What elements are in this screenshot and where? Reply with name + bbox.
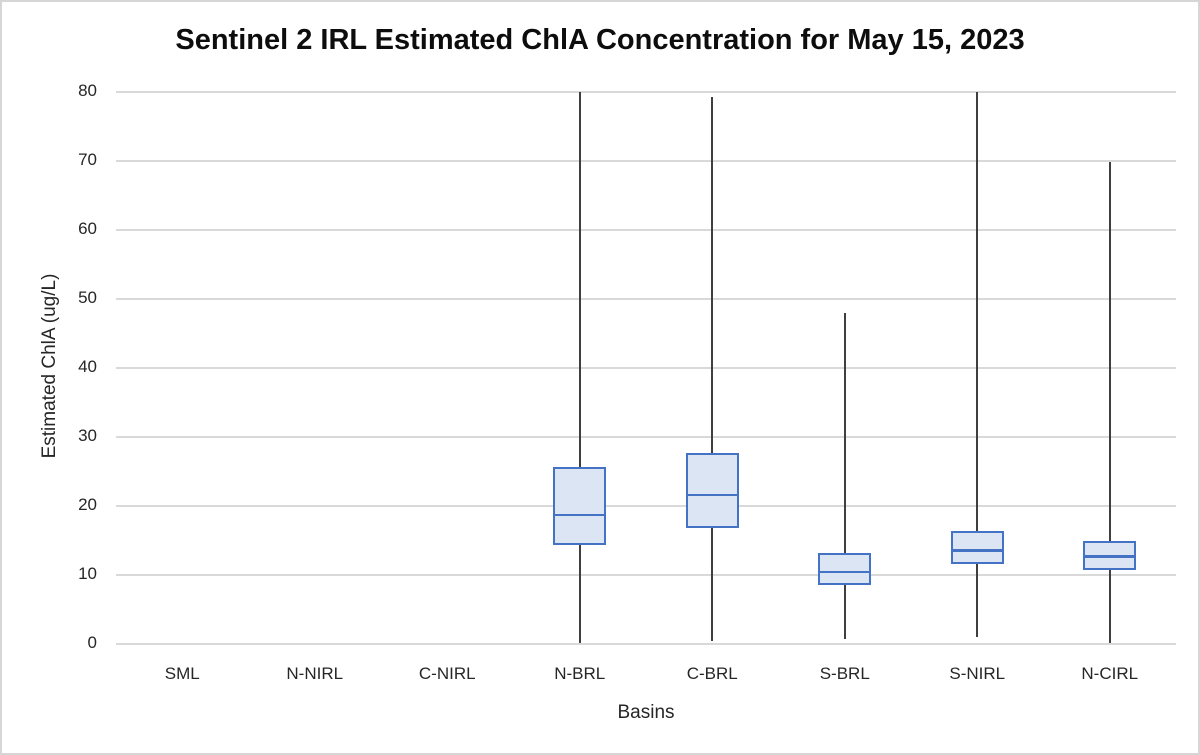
median-line (950, 549, 1004, 552)
x-tick-label: N-BRL (554, 664, 606, 683)
gridline (116, 91, 1176, 93)
x-tick-label: S-BRL (819, 664, 870, 683)
x-tick-label: N-NIRL (286, 664, 344, 683)
whisker-line (976, 92, 979, 638)
box (553, 467, 607, 546)
box (818, 552, 872, 586)
gridline (116, 505, 1176, 507)
x-tick-label: N-CIRL (1081, 664, 1139, 683)
gridline (116, 367, 1176, 369)
y-tick-label: 70 (78, 150, 97, 169)
whisker-line (578, 92, 581, 643)
gridline (116, 574, 1176, 576)
gridline (116, 643, 1176, 645)
gridline (116, 298, 1176, 300)
y-tick-label: 10 (78, 564, 97, 583)
chart-title: Sentinel 2 IRL Estimated ChlA Concentrat… (175, 24, 1025, 56)
box (685, 452, 739, 529)
x-axis-title: Basins (617, 702, 675, 723)
gridline (116, 229, 1176, 231)
whisker-line (711, 96, 714, 641)
y-tick-label: 80 (78, 81, 97, 100)
y-tick-label: 50 (78, 288, 97, 307)
y-tick-label: 0 (87, 633, 97, 652)
box (950, 530, 1004, 564)
median-line (818, 570, 872, 574)
x-tick-label: C-BRL (686, 664, 738, 683)
y-tick-label: 20 (78, 495, 97, 514)
whisker-line (843, 312, 846, 640)
y-tick-label: 40 (78, 357, 97, 376)
whisker-line (1108, 162, 1111, 644)
median-line (685, 493, 739, 497)
gridline (116, 436, 1176, 438)
y-tick-label: 60 (78, 219, 97, 238)
median-line (1083, 555, 1137, 558)
x-tick-label: C-NIRL (418, 664, 476, 683)
y-tick-label: 30 (78, 426, 97, 445)
median-line (553, 513, 607, 517)
x-tick-label: SML (164, 664, 200, 683)
gridline (116, 160, 1176, 162)
x-tick-label: S-NIRL (949, 664, 1006, 683)
